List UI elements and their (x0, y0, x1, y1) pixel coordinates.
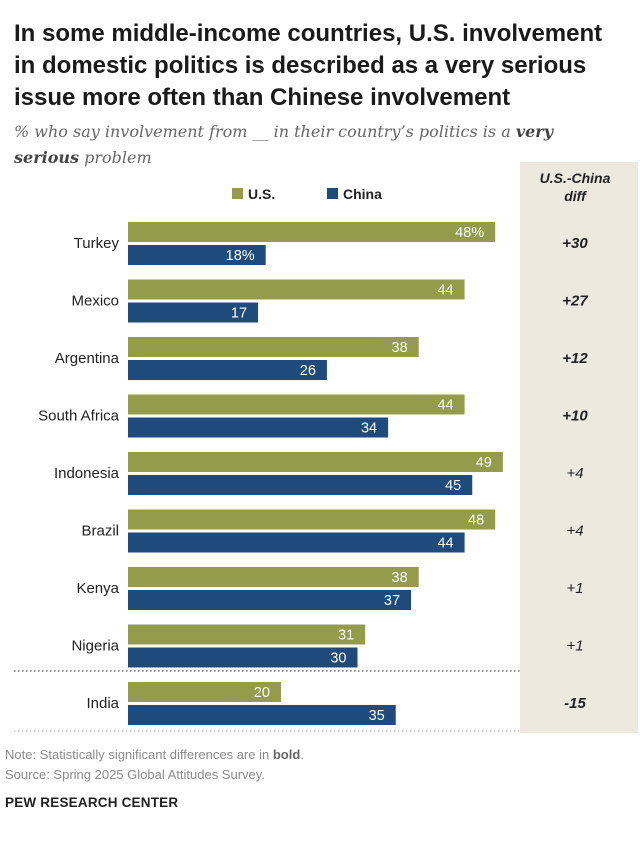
diff-value: +10 (562, 408, 588, 425)
bar-label-china: 37 (384, 593, 400, 609)
bar-label-china: 30 (330, 651, 346, 667)
legend-label-us: U.S. (248, 186, 275, 202)
diff-column-header: U.S.-China diff (540, 170, 611, 204)
category-label: Mexico (71, 293, 119, 310)
bar-label-china: 45 (445, 478, 461, 494)
category-label: Brazil (81, 523, 119, 540)
chart-legend: U.S. China (232, 186, 382, 202)
bar-label-us: 20 (254, 685, 270, 701)
bar-label-us: 31 (338, 628, 354, 644)
bar-chart: U.S. China U.S.-China diff Turkey 48% 18% +30… (14, 162, 638, 733)
bar-label-china: 26 (300, 363, 316, 379)
diff-value: +27 (562, 293, 588, 310)
diff-value: -15 (564, 695, 586, 712)
bar-china (128, 705, 396, 725)
chart-row-mexico: Mexico 44 17 +27 (71, 279, 588, 323)
chart-row-indonesia: Indonesia 49 45 +4 (54, 452, 584, 495)
bar-label-us: 48% (455, 225, 484, 241)
chart-row-india: India 20 35 -15 (86, 682, 586, 725)
chart-row-brazil: Brazil 48 44 +4 (81, 509, 584, 553)
pew-logo-text: PEW RESEARCH CENTER (5, 795, 179, 810)
bar-us (128, 567, 419, 587)
diff-value: +1 (566, 638, 583, 655)
bar-label-china: 44 (437, 536, 453, 552)
note-text: Note: Statistically significant differen… (5, 747, 273, 762)
diff-value: +4 (566, 523, 583, 540)
legend-swatch-china (327, 188, 338, 199)
chart-row-nigeria: Nigeria 31 30 +1 (71, 624, 584, 668)
legend-swatch-us (232, 188, 243, 199)
bar-us (128, 394, 465, 415)
bar-label-us: 44 (437, 398, 453, 414)
category-label: Kenya (76, 580, 119, 597)
category-label: Indonesia (54, 465, 120, 482)
bar-china (128, 647, 358, 668)
diff-value: +1 (566, 580, 583, 597)
legend-label-china: China (343, 186, 382, 202)
footnote: Note: Statistically significant differen… (5, 745, 304, 765)
category-label: South Africa (38, 408, 120, 425)
bar-label-us: 44 (437, 283, 453, 299)
bar-china (128, 475, 473, 495)
bar-us (128, 452, 503, 472)
diff-header-line2: diff (564, 188, 587, 204)
chart-row-south-africa: South Africa 44 34 +10 (38, 394, 588, 438)
diff-value: +12 (562, 350, 588, 367)
bar-china (128, 590, 412, 610)
chart-subtitle: % who say involvement from __ in their c… (14, 119, 614, 171)
category-label: Argentina (55, 350, 120, 367)
bar-label-china: 35 (369, 708, 385, 724)
chart-title: In some middle-income countries, U.S. in… (14, 20, 603, 111)
bar-us (128, 682, 281, 702)
bar-us (128, 279, 465, 300)
bar-us (128, 624, 366, 645)
bar-label-china: 18% (226, 248, 255, 264)
subtitle-text-end: problem (79, 148, 152, 167)
bar-us (128, 337, 419, 357)
diff-value: +4 (566, 465, 583, 482)
chart-row-turkey: Turkey 48% 18% +30 (74, 222, 588, 265)
category-label: Nigeria (71, 638, 119, 655)
bar-us (128, 222, 496, 242)
subtitle-emphasis: very serious (14, 122, 554, 167)
note-suffix: . (300, 747, 304, 762)
bar-label-us: 49 (476, 455, 492, 471)
category-label: India (86, 695, 119, 712)
subtitle-text-start: % who say involvement from __ in their c… (14, 122, 516, 141)
diff-column-background (520, 162, 638, 733)
bar-label-us: 48 (468, 513, 484, 529)
chart-row-argentina: Argentina 38 26 +12 (55, 337, 588, 380)
category-label: Turkey (74, 235, 120, 252)
diff-header-line1: U.S.-China (540, 170, 611, 186)
bar-label-china: 17 (231, 306, 247, 322)
bar-china (128, 360, 327, 380)
bar-china (128, 532, 465, 553)
bar-us (128, 509, 496, 530)
bar-china (128, 245, 266, 265)
bar-china (128, 302, 259, 323)
chart-rows: Turkey 48% 18% +30 Mexico 44 17 +27 Argentina 38 2… (14, 222, 588, 732)
bar-label-china: 34 (361, 421, 377, 437)
note-bold-word: bold (272, 747, 301, 762)
bar-label-us: 38 (392, 570, 408, 586)
diff-value: +30 (562, 235, 588, 252)
bar-china (128, 417, 389, 438)
chart-row-kenya: Kenya 38 37 +1 (76, 567, 584, 610)
source-line: Source: Spring 2025 Global Attitudes Sur… (5, 767, 265, 782)
bar-label-us: 38 (392, 340, 408, 356)
